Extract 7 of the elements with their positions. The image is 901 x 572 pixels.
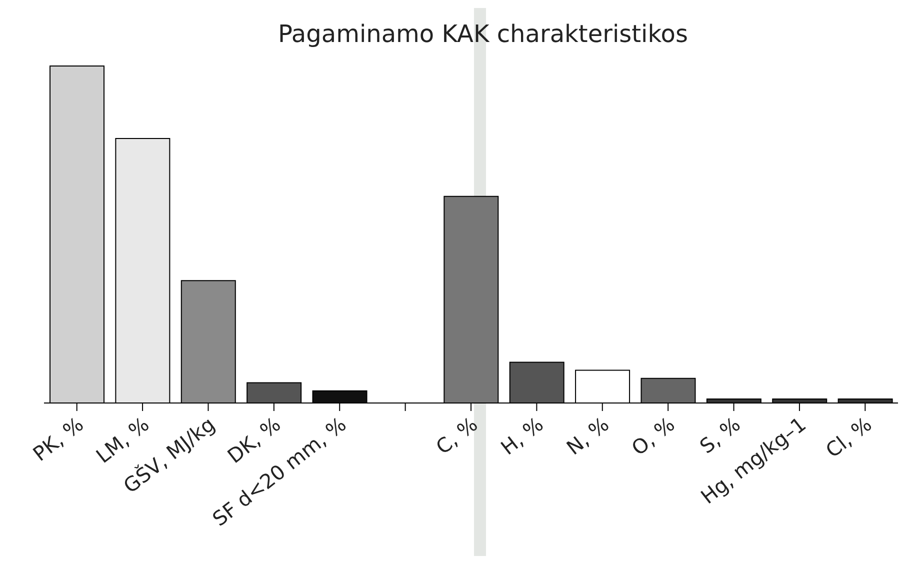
x-tick-label: Cl, % (821, 412, 876, 462)
x-tick-label: C, % (431, 412, 482, 460)
x-tick-label: PK, % (28, 412, 88, 466)
x-tick-label: O, % (626, 412, 680, 460)
chart-title: Pagaminamo KAK charakteristikos (277, 20, 689, 48)
x-tick-label: N, % (562, 412, 614, 460)
x-tick-label: H, % (496, 412, 548, 460)
